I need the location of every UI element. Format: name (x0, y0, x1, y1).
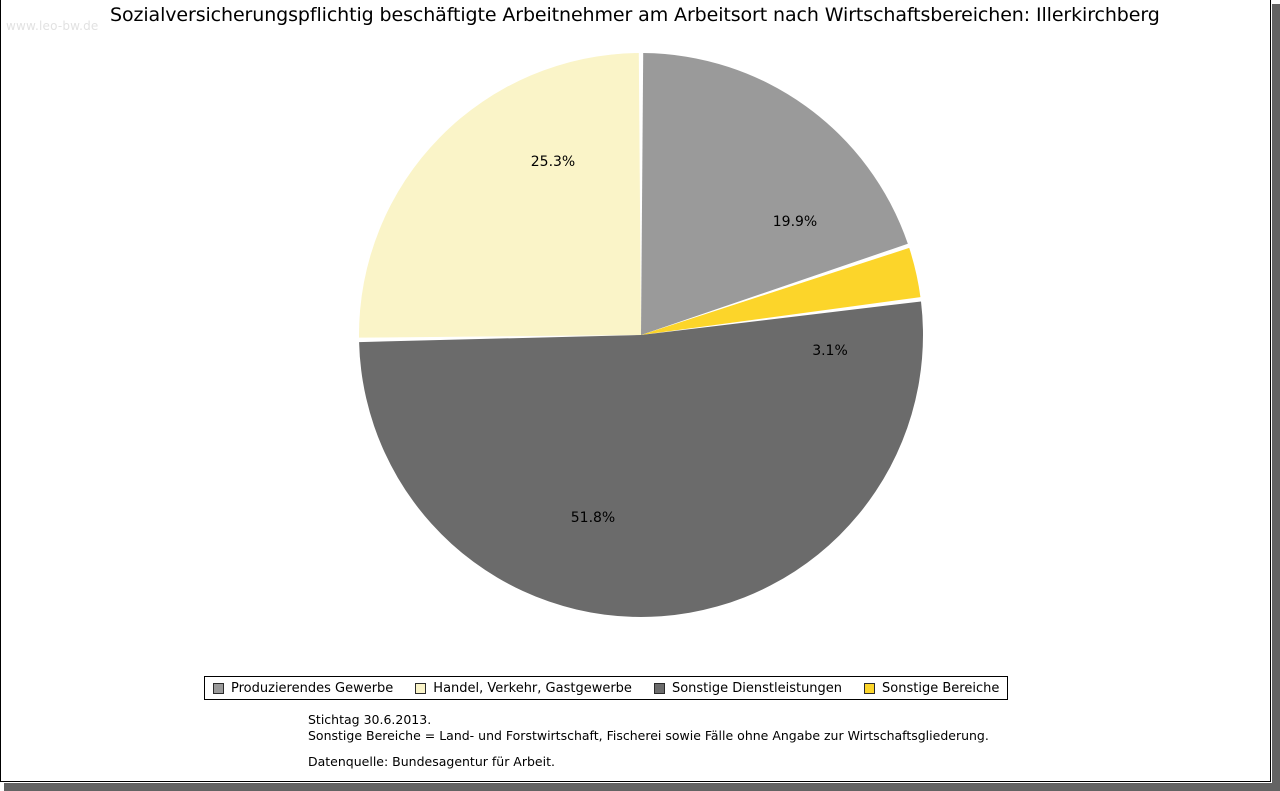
legend-label: Sonstige Dienstleistungen (671, 680, 843, 696)
frame-border-right (1270, 0, 1271, 782)
frame-border-bottom (0, 781, 1271, 782)
watermark: www.leo-bw.de (6, 19, 99, 33)
pie-slice[interactable] (359, 301, 924, 617)
legend-entry[interactable]: Sonstige Dienstleistungen (653, 680, 843, 696)
page-title: Sozialversicherungspflichtig beschäftigt… (110, 4, 1160, 26)
pie-slice[interactable] (358, 53, 641, 338)
legend-label: Sonstige Bereiche (882, 680, 1000, 696)
frame-border-left (0, 0, 1, 782)
pie-slice[interactable] (641, 247, 921, 335)
legend-entry[interactable]: Sonstige Bereiche (864, 681, 999, 696)
legend-entry[interactable]: Handel, Verkehr, Gastgewerbe (415, 681, 632, 696)
pie-slice-label: 51.8% (571, 510, 615, 526)
pie-slice-group (358, 53, 924, 617)
pie-chart: 19.9% 3.1% 51.8% 25.3% (358, 53, 924, 617)
legend-entry[interactable]: Produzierendes Gewerbe (213, 681, 393, 696)
frame-shadow-right (1272, 4, 1280, 791)
legend-label: Produzierendes Gewerbe (231, 680, 394, 696)
pie-slice-label: 19.9% (773, 214, 817, 230)
pie-slice[interactable] (641, 53, 908, 335)
pie-slice-label: 25.3% (531, 154, 575, 170)
pie-label-group: 19.9% 3.1% 51.8% 25.3% (531, 154, 848, 526)
footnote-definition: Sonstige Bereiche = Land- und Forstwirts… (308, 728, 989, 743)
footnotes: Stichtag 30.6.2013. Sonstige Bereiche = … (308, 712, 989, 770)
legend-swatch-icon (653, 682, 665, 694)
pie-slice-label: 3.1% (812, 343, 848, 359)
frame-shadow-bottom (4, 783, 1276, 791)
footnote-spacer (308, 744, 989, 754)
legend-swatch-icon (415, 682, 427, 694)
legend-label: Handel, Verkehr, Gastgewerbe (433, 680, 632, 696)
footnote-stichtag: Stichtag 30.6.2013. (308, 712, 432, 727)
legend-swatch-icon (213, 682, 224, 694)
footnote-source: Datenquelle: Bundesagentur für Arbeit. (308, 754, 555, 769)
chart-legend: Produzierendes Gewerbe Handel, Verkehr, G… (204, 676, 1009, 700)
legend-swatch-icon (864, 682, 876, 694)
